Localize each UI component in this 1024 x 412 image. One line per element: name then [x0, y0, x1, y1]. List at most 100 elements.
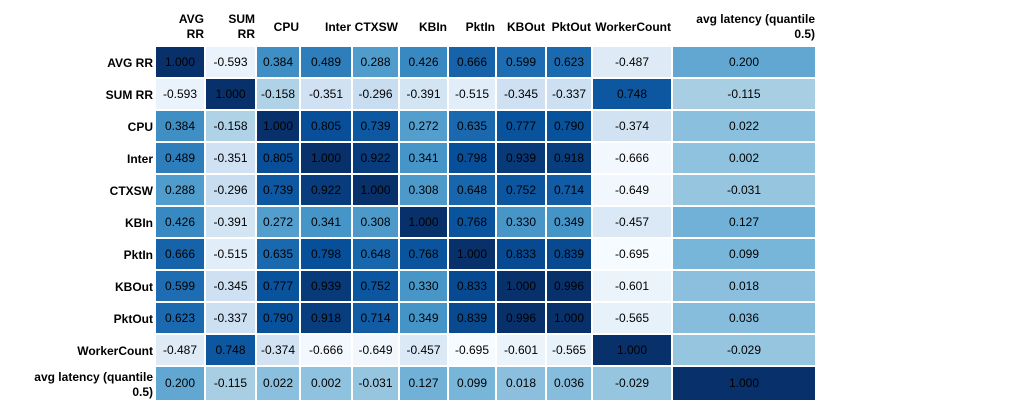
- cell-value-label: 0.635: [262, 246, 294, 261]
- heatmap-cell: [156, 47, 204, 77]
- heatmap-cell: [497, 335, 545, 365]
- cell-value-label: 0.666: [164, 246, 196, 261]
- cell-value-label: 0.918: [310, 310, 342, 325]
- heatmap-cell: [449, 47, 495, 77]
- cell-value-label: 0.798: [310, 246, 342, 261]
- heatmap-cell: [593, 271, 671, 301]
- heatmap-cell: [497, 271, 545, 301]
- heatmap-cell: [156, 367, 204, 400]
- column-header: WorkerCount: [595, 20, 671, 34]
- cell-value-label: -0.351: [308, 86, 344, 101]
- cell-value-label: 1.000: [360, 182, 391, 197]
- heatmap-cell: [206, 111, 255, 141]
- heatmap-cell: [673, 303, 815, 333]
- cell-value-label: 0.839: [553, 246, 585, 261]
- cell-value-label: 0.426: [164, 214, 196, 229]
- cell-value-label: -0.296: [358, 86, 393, 101]
- heatmap-cell: [593, 143, 671, 173]
- cell-value-label: 0.768: [456, 214, 488, 229]
- cell-value-label: 0.798: [456, 150, 488, 165]
- heatmap-cell: [206, 79, 255, 109]
- heatmap-cell: [206, 175, 255, 205]
- cell-value-label: 0.739: [262, 182, 294, 197]
- column-header: PktIn: [465, 20, 495, 34]
- cell-value-label: 0.939: [505, 150, 537, 165]
- cell-value-label: 0.748: [215, 342, 246, 357]
- cell-value-label: -0.649: [614, 182, 650, 197]
- heatmap-cell: [400, 367, 447, 400]
- heatmap-cell: [497, 143, 545, 173]
- cell-value-label: 1.000: [215, 86, 246, 101]
- heatmap-cell: [400, 335, 447, 365]
- cell-value-label: 0.939: [310, 278, 342, 293]
- heatmap-cell: [257, 207, 299, 237]
- cell-value-label: 0.288: [164, 182, 196, 197]
- heatmap-cell: [547, 303, 591, 333]
- cell-value-label: 0.341: [310, 214, 342, 229]
- cell-value-label: 0.022: [728, 118, 760, 133]
- heatmap-cell: [497, 79, 545, 109]
- cell-value-label: -0.565: [614, 310, 650, 325]
- heatmap-cell: [400, 239, 447, 269]
- cell-value-label: 0.777: [505, 118, 537, 133]
- heatmap-cell: [547, 367, 591, 400]
- cell-value-label: 0.022: [262, 376, 294, 390]
- column-header: avg latency (quantile 0.5): [696, 12, 815, 41]
- heatmap-cell: [547, 271, 591, 301]
- cell-value-label: 0.349: [553, 214, 585, 229]
- cell-value-label: -0.695: [454, 342, 490, 357]
- heatmap-cell: [593, 239, 671, 269]
- row-header: CTXSW: [109, 183, 153, 198]
- cell-value-label: 1.000: [616, 342, 648, 357]
- heatmap-cell: [593, 303, 671, 333]
- heatmap-cell: [353, 47, 398, 77]
- heatmap-cell: [301, 207, 351, 237]
- heatmap-cell: [593, 79, 671, 109]
- heatmap-cell: [547, 175, 591, 205]
- cell-value-label: 0.777: [262, 278, 294, 293]
- heatmap-cell: [400, 79, 447, 109]
- cell-value-label: 0.272: [262, 214, 294, 229]
- cell-value-label: 0.384: [262, 54, 294, 69]
- cell-value-label: 0.922: [310, 182, 342, 197]
- heatmap-cell: [593, 367, 671, 400]
- cell-value-label: -0.374: [260, 342, 296, 357]
- heatmap-cell: [593, 111, 671, 141]
- row-header: WorkerCount: [77, 343, 153, 358]
- column-header: Inter: [324, 20, 351, 34]
- heatmap-cell: [673, 79, 815, 109]
- column-header: CPU: [273, 20, 299, 34]
- heatmap-cell: [353, 367, 398, 400]
- cell-value-label: 0.714: [553, 182, 585, 197]
- heatmap-cell: [301, 111, 351, 141]
- cell-value-label: 0.489: [310, 54, 342, 69]
- cell-value-label: -0.666: [614, 150, 650, 165]
- cell-value-label: 0.739: [360, 118, 391, 133]
- cell-value-label: 1.000: [262, 118, 294, 133]
- cell-value-label: 0.666: [456, 54, 488, 69]
- column-header: KBOut: [507, 20, 545, 34]
- heatmap-cell: [497, 111, 545, 141]
- heatmap-cell: [301, 367, 351, 400]
- heatmap-cell: [257, 111, 299, 141]
- heatmap-cell: [301, 175, 351, 205]
- cell-value-label: 0.018: [728, 278, 760, 293]
- cell-value-label: 0.623: [164, 310, 196, 325]
- heatmap-cell: [353, 207, 398, 237]
- cell-value-label: 0.330: [505, 214, 537, 229]
- cell-value-label: 0.768: [408, 246, 439, 261]
- heatmap-cell: [449, 207, 495, 237]
- cell-value-label: 0.018: [505, 376, 537, 390]
- heatmap-cell: [353, 175, 398, 205]
- heatmap-cell: [449, 239, 495, 269]
- cell-value-label: -0.515: [213, 246, 248, 261]
- cell-value-label: 0.714: [360, 310, 391, 325]
- row-header: SUM RR: [105, 87, 153, 102]
- heatmap-cell: [547, 111, 591, 141]
- heatmap-cell: [449, 79, 495, 109]
- cell-value-label: -0.457: [614, 214, 650, 229]
- heatmap-cell: [547, 79, 591, 109]
- heatmap-cell: [206, 271, 255, 301]
- row-header: KBOut: [115, 279, 153, 294]
- heatmap-cell: [257, 79, 299, 109]
